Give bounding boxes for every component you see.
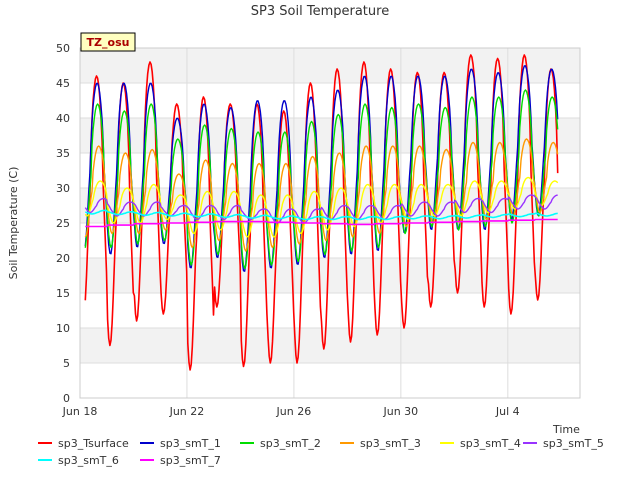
- y-tick-label: 20: [56, 252, 70, 265]
- y-tick-label: 0: [63, 392, 70, 405]
- chart-title: SP3 Soil Temperature: [251, 4, 389, 19]
- y-tick-label: 5: [63, 357, 70, 370]
- legend-label: sp3_smT_1: [160, 437, 221, 450]
- legend-label: sp3_smT_2: [260, 437, 321, 450]
- y-tick-label: 50: [56, 42, 70, 55]
- plot-frame: [79, 47, 581, 399]
- series-line-sp3_smT_6: [85, 209, 558, 221]
- plot-band: [80, 293, 580, 328]
- plot-band: [80, 328, 580, 363]
- series-line-sp3_smT_4: [84, 176, 559, 238]
- plot-band: [80, 48, 580, 83]
- legend: sp3_Tsurface sp3_smT_1 sp3_smT_2 sp3_smT_3 s…: [38, 437, 604, 467]
- x-tick-label: Jun 18: [62, 405, 98, 418]
- annotation-label: TZ_osu: [87, 36, 130, 49]
- y-tick-label: 10: [56, 322, 70, 335]
- y-axis: 0 5 10 15 20 25 30 35 40 45 50: [56, 42, 70, 405]
- series-line-sp3_smT_5: [84, 194, 558, 224]
- y-tick-label: 15: [56, 287, 70, 300]
- y-tick-label: 25: [56, 217, 70, 230]
- x-tick-label: Jun 30: [383, 405, 419, 418]
- x-axis-label: Time: [552, 423, 580, 436]
- x-axis: Jun 18 Jun 22 Jun 26 Jun 30 Jul 4: [62, 405, 520, 418]
- plot-band: [80, 258, 580, 293]
- annotation-badge: TZ_osu: [80, 32, 136, 52]
- y-tick-label: 40: [56, 112, 70, 125]
- x-tick-label: Jun 26: [276, 405, 312, 418]
- legend-label: sp3_smT_5: [543, 437, 604, 450]
- x-tick-label: Jul 4: [495, 405, 520, 418]
- legend-label: sp3_smT_7: [160, 454, 221, 467]
- x-tick-label: Jun 22: [169, 405, 205, 418]
- y-tick-label: 30: [56, 182, 70, 195]
- series-line-sp3_smT_7: [85, 218, 558, 228]
- y-axis-label: Soil Temperature (C): [7, 167, 20, 280]
- series-layer: [84, 54, 559, 371]
- legend-label: sp3_Tsurface: [58, 437, 129, 450]
- legend-label: sp3_smT_6: [58, 454, 119, 467]
- y-tick-label: 45: [56, 77, 70, 90]
- plot-band: [80, 363, 580, 398]
- series-line-sp3_smT_3: [84, 138, 559, 252]
- legend-label: sp3_smT_4: [460, 437, 521, 450]
- legend-label: sp3_smT_3: [360, 437, 421, 450]
- y-tick-label: 35: [56, 147, 70, 160]
